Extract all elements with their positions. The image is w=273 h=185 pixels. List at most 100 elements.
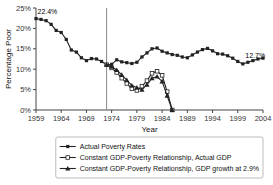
data-point <box>196 50 199 53</box>
data-point <box>216 52 219 55</box>
legend-label: Constant GDP-Poverty Relationship, GDP g… <box>80 165 259 173</box>
data-point <box>80 56 83 59</box>
data-point <box>129 83 134 88</box>
x-tick <box>111 110 112 113</box>
data-point <box>170 107 175 112</box>
data-point <box>155 46 158 49</box>
reference-line <box>106 8 107 110</box>
x-tick <box>61 110 62 113</box>
data-point <box>85 59 88 62</box>
legend-label: Actual Poverty Rates <box>80 143 146 151</box>
data-point <box>176 54 179 57</box>
data-point <box>246 61 249 64</box>
data-point <box>186 56 189 59</box>
data-point <box>140 55 143 58</box>
x-axis-label: Year <box>141 125 158 134</box>
legend-item: Constant GDP-Poverty Relationship, Actua… <box>60 154 232 162</box>
data-point <box>170 108 174 112</box>
x-tick-label: 1989 <box>179 114 196 123</box>
x-axis-line <box>36 110 263 111</box>
legend-item: Constant GDP-Poverty Relationship, GDP g… <box>60 165 259 173</box>
legend-frame <box>56 137 263 178</box>
data-point <box>181 55 184 58</box>
legend-item: Actual Poverty Rates <box>60 143 146 151</box>
data-point <box>150 47 153 50</box>
data-point <box>155 69 159 73</box>
data-point <box>60 31 63 34</box>
y-tick <box>33 69 36 70</box>
y-tick <box>33 89 36 90</box>
data-point <box>236 60 239 63</box>
x-tick <box>187 110 188 113</box>
data-point <box>166 51 169 54</box>
y-axis-label: Percentage Poor <box>4 29 13 89</box>
data-point <box>145 79 149 83</box>
data-point <box>144 82 149 87</box>
data-point <box>50 23 53 26</box>
x-tick-label: 1969 <box>78 114 95 123</box>
data-point <box>171 53 174 56</box>
data-point <box>221 53 224 56</box>
data-point <box>124 78 129 83</box>
data-point <box>75 50 78 53</box>
data-point <box>149 76 154 81</box>
annotation: 12.7% <box>245 52 265 59</box>
y-axis-line <box>36 8 37 110</box>
x-tick <box>237 110 238 113</box>
data-point <box>160 79 165 84</box>
data-point <box>154 74 159 79</box>
x-tick-label: 1959 <box>28 114 45 123</box>
data-point <box>135 61 138 64</box>
series-line <box>107 65 173 110</box>
x-tick <box>136 110 137 113</box>
data-point <box>105 63 109 67</box>
data-point <box>165 93 170 98</box>
legend: Actual Poverty Rates Constant GDP-Poverty… <box>56 137 263 178</box>
legend-marker <box>66 145 69 148</box>
plot-area <box>34 8 264 112</box>
data-point <box>241 62 244 65</box>
data-point <box>70 48 73 51</box>
data-point <box>139 87 144 92</box>
x-tick <box>263 110 264 113</box>
data-point <box>120 60 123 63</box>
annotation: 22.4% <box>38 8 58 15</box>
data-point <box>114 67 119 72</box>
data-point <box>150 71 154 75</box>
data-point <box>100 60 103 63</box>
data-point <box>145 51 148 54</box>
y-tick-label: 20% <box>16 24 31 33</box>
data-point <box>39 18 42 21</box>
data-point <box>104 62 109 67</box>
data-point <box>55 29 58 32</box>
y-tick-label: 10% <box>16 65 31 74</box>
data-point <box>34 17 37 20</box>
data-point <box>211 49 214 52</box>
data-point <box>90 57 93 60</box>
x-tick <box>86 110 87 113</box>
data-point <box>115 58 118 61</box>
x-tick-label: 1999 <box>229 114 246 123</box>
y-tick-label: 5% <box>20 85 31 94</box>
data-point <box>160 74 164 78</box>
data-point <box>231 57 234 60</box>
x-tick-label: 1974 <box>103 114 120 123</box>
series-line <box>107 65 173 110</box>
data-point <box>201 48 204 51</box>
data-point <box>191 53 194 56</box>
legend-marker <box>65 166 70 171</box>
data-point <box>65 38 68 41</box>
data-point <box>161 50 164 53</box>
x-tick-label: 1994 <box>204 114 221 123</box>
data-point <box>44 19 47 22</box>
y-tick-label: 25% <box>16 4 31 13</box>
data-point <box>119 72 124 77</box>
chart: 0%5%10%15%20%25%195919641969197419791984… <box>0 0 273 185</box>
x-tick-label: 1964 <box>53 114 70 123</box>
data-point <box>95 57 98 60</box>
x-tick <box>212 110 213 113</box>
data-point <box>206 47 209 50</box>
series-line <box>36 19 263 65</box>
y-tick-label: 15% <box>16 44 31 53</box>
x-tick-label: 1979 <box>129 114 146 123</box>
